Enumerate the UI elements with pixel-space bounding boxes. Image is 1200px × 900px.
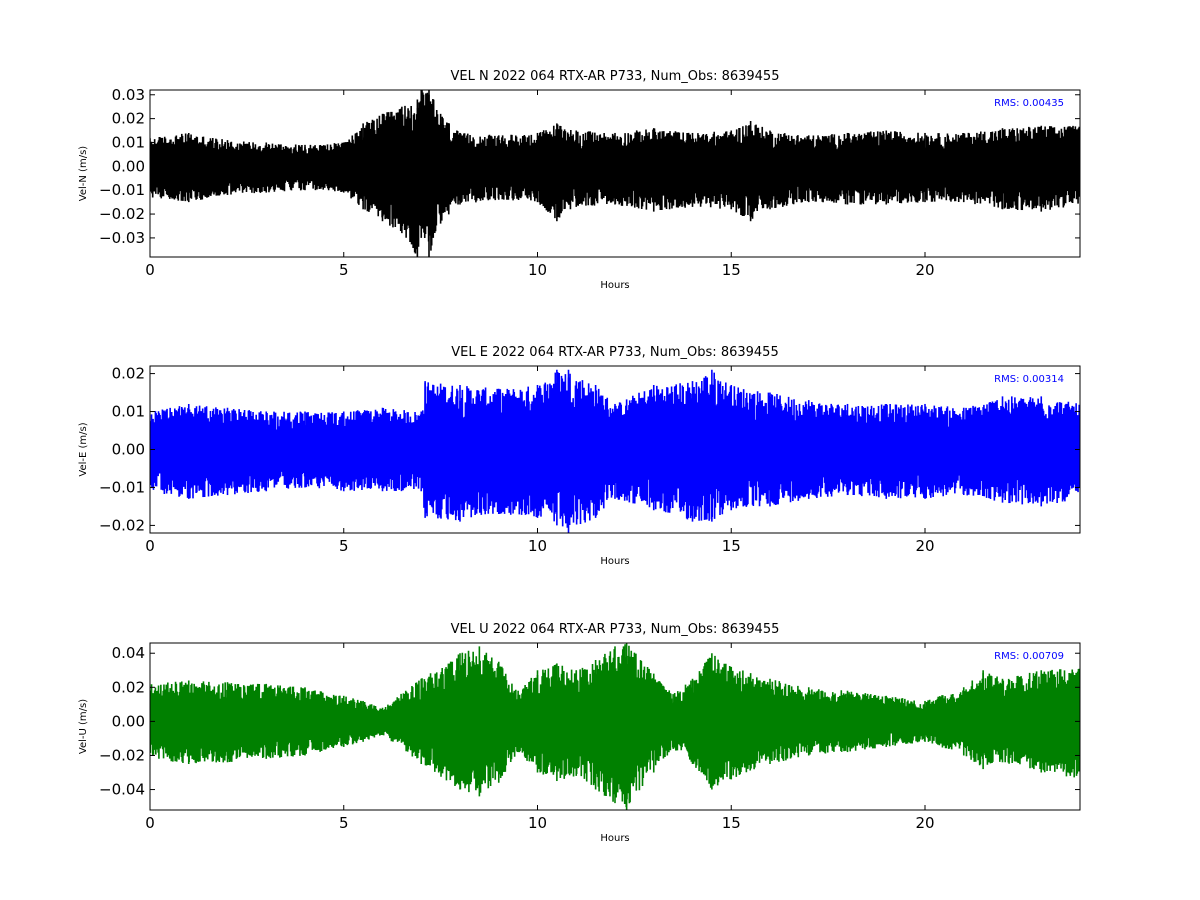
vel-u-xtick-label: 0 — [145, 814, 155, 832]
vel-n-ytick-label: 0.01 — [112, 133, 145, 151]
vel-n-ytick-label: −0.01 — [99, 181, 145, 199]
vel-n-title: VEL N 2022 064 RTX-AR P733, Num_Obs: 863… — [451, 69, 780, 84]
vel-e-ytick-label: −0.02 — [99, 516, 145, 534]
vel-e-rms-annotation: RMS: 0.00314 — [994, 374, 1064, 385]
vel-u-ytick-label: 0.02 — [112, 678, 145, 696]
vel-e-xtick-label: 5 — [339, 537, 349, 555]
vel-u-axes-frame — [149, 642, 1081, 811]
vel-n-ytick-label: −0.02 — [99, 205, 145, 223]
vel-u-ylabel: Vel-U (m/s) — [78, 699, 89, 754]
vel-e-ytick-label: 0.02 — [112, 365, 145, 383]
vel-u-xtick-label: 5 — [339, 814, 349, 832]
vel-n-axes-frame — [149, 89, 1081, 258]
vel-e-ytick-label: −0.01 — [99, 478, 145, 496]
vel-n-ytick-label: 0.02 — [112, 110, 145, 128]
vel-e-xtick-label: 10 — [528, 537, 547, 555]
vel-e-xtick-label: 20 — [915, 537, 934, 555]
vel-e-panel: 0 5 10 15 20 −0.02 −0.01 0.00 0.01 0.02 VEL E 2022… — [78, 345, 1081, 567]
vel-e-xtick-label: 15 — [722, 537, 741, 555]
vel-e-xtick-label: 0 — [145, 537, 155, 555]
vel-n-xlabel: Hours — [600, 280, 629, 291]
vel-e-xlabel: Hours — [600, 556, 629, 567]
vel-u-xtick-label: 20 — [915, 814, 934, 832]
vel-e-ylabel: Vel-E (m/s) — [78, 422, 89, 476]
vel-n-ytick-label: 0.00 — [112, 157, 145, 175]
vel-n-ylabel: Vel-N (m/s) — [78, 146, 89, 201]
vel-n-xtick-label: 20 — [915, 261, 934, 279]
vel-u-title: VEL U 2022 064 RTX-AR P733, Num_Obs: 863… — [451, 622, 780, 637]
vel-u-ytick-label: 0.00 — [112, 712, 145, 730]
vel-u-panel: 0 5 10 15 20 −0.04 −0.02 0.00 0.02 0.04 VEL U 2022… — [78, 622, 1081, 844]
vel-e-ytick-label: 0.01 — [112, 403, 145, 421]
vel-n-ytick-label: −0.03 — [99, 229, 145, 247]
vel-n-rms-annotation: RMS: 0.00435 — [994, 98, 1064, 109]
vel-e-ytick-label: 0.00 — [112, 441, 145, 459]
vel-n-ytick-label: 0.03 — [112, 86, 145, 104]
vel-n-xtick-label: 5 — [339, 261, 349, 279]
vel-u-ytick-label: −0.04 — [99, 781, 145, 799]
vel-u-xtick-label: 10 — [528, 814, 547, 832]
vel-u-ytick-label: −0.02 — [99, 746, 145, 764]
vel-n-xtick-label: 10 — [528, 261, 547, 279]
vel-u-ytick-label: 0.04 — [112, 644, 145, 662]
vel-n-xtick-label: 0 — [145, 261, 155, 279]
vel-u-xlabel: Hours — [600, 833, 629, 844]
vel-n-panel: 0 5 10 15 20 −0.03 −0.02 −0.01 0.00 0.01 0.02 0.03 V… — [78, 69, 1081, 291]
vel-e-title: VEL E 2022 064 RTX-AR P733, Num_Obs: 863… — [451, 345, 778, 360]
vel-u-rms-annotation: RMS: 0.00709 — [994, 651, 1064, 662]
vel-u-xtick-label: 15 — [722, 814, 741, 832]
vel-n-xtick-label: 15 — [722, 261, 741, 279]
